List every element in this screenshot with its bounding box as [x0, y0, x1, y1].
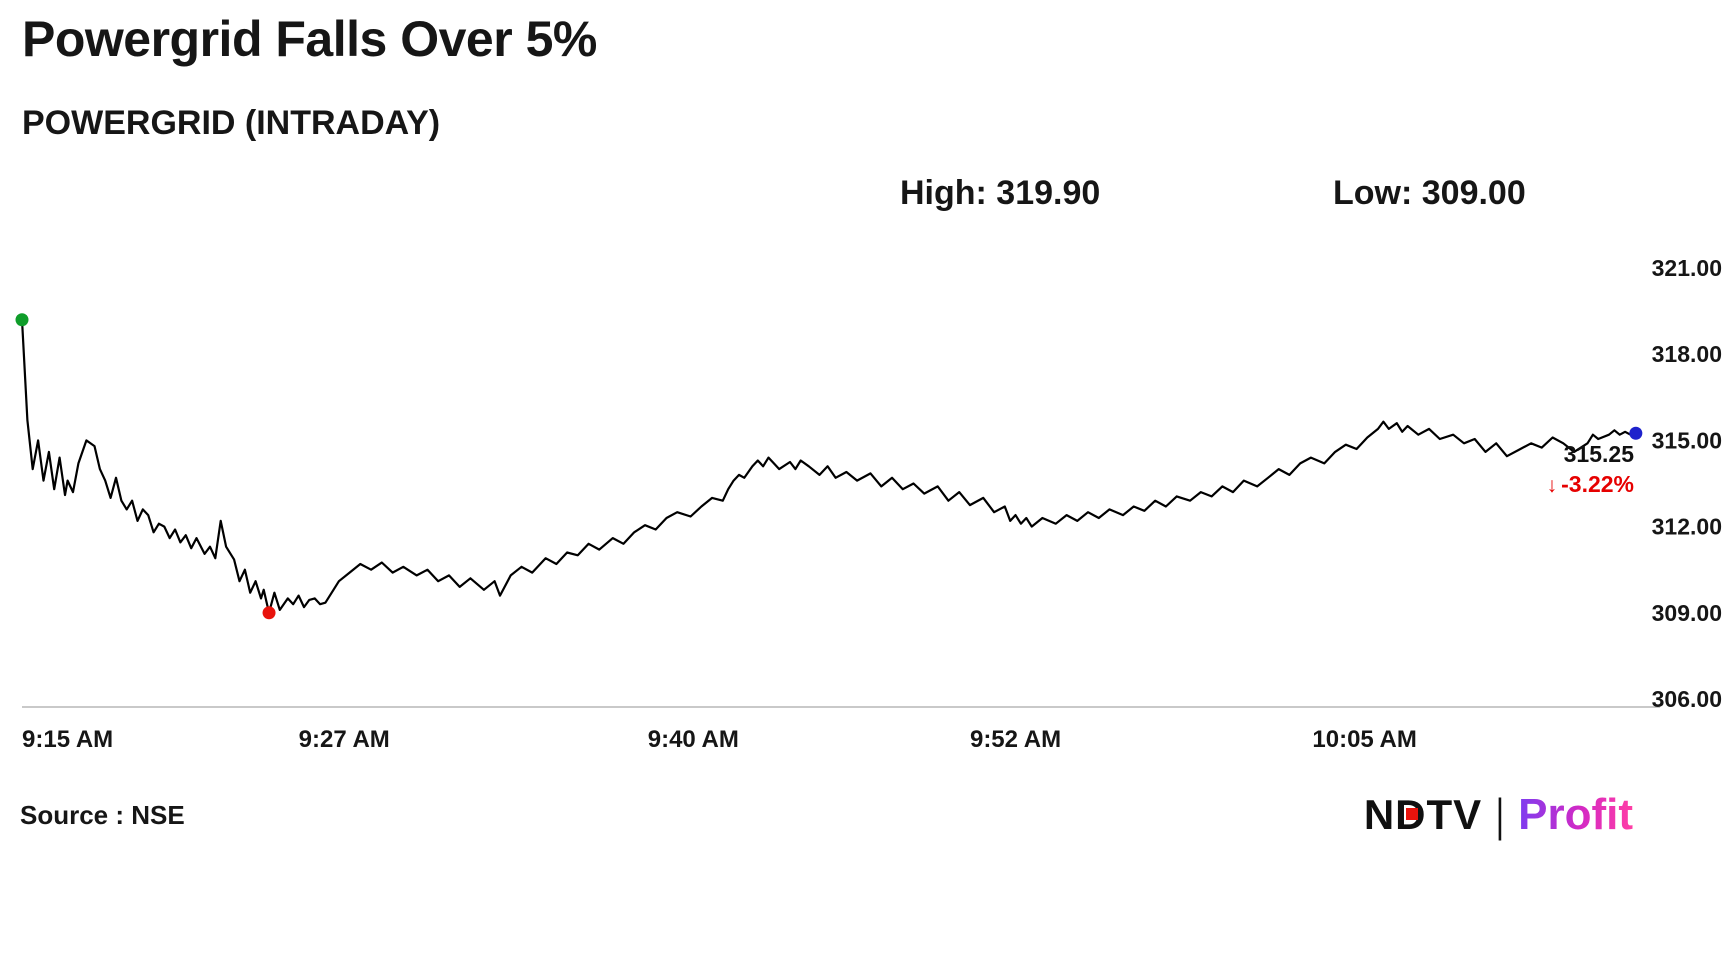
y-tick-label: 312.00 — [1652, 514, 1722, 540]
x-tick-label: 9:15 AM — [22, 726, 113, 753]
y-tick-label: 309.00 — [1652, 600, 1722, 626]
source-attribution: Source : NSE — [20, 800, 185, 830]
x-tick-label: 10:05 AM — [1312, 726, 1416, 753]
ndtv-logo-red-dot-icon — [1405, 808, 1418, 820]
ndtv-wordmark: NDTV — [1363, 791, 1483, 838]
profit-wordmark: Profit — [1518, 790, 1633, 839]
page-title: Powergrid Falls Over 5% — [22, 11, 597, 67]
y-tick-label: 315.00 — [1652, 427, 1722, 453]
open-marker — [15, 313, 29, 327]
down-arrow-icon: ↓ — [1546, 473, 1558, 497]
price-line — [20, 318, 1637, 614]
last-marker — [1629, 426, 1643, 440]
last-price-annotation: 315.25 ↓ -3.22% — [1547, 440, 1634, 500]
low-marker — [262, 606, 276, 620]
ndtv-profit-logo: NDTV | Profit — [1364, 788, 1633, 842]
price-change-percent: -3.22% — [1561, 470, 1634, 497]
y-tick-label: 318.00 — [1652, 341, 1722, 367]
high-value-label: High: 319.90 — [900, 174, 1101, 212]
logo-divider: | — [1495, 789, 1505, 841]
x-tick-label: 9:27 AM — [299, 726, 390, 753]
x-tick-label: 9:40 AM — [648, 726, 739, 753]
price-change-value: ↓ -3.22% — [1547, 470, 1634, 500]
y-tick-label: 306.00 — [1652, 686, 1722, 712]
low-value-label: Low: 309.00 — [1333, 174, 1526, 212]
y-tick-label: 321.00 — [1652, 255, 1722, 281]
ndtv-logo-text: NDTV — [1364, 791, 1482, 839]
last-price-value: 315.25 — [1563, 441, 1634, 467]
chart-subtitle: POWERGRID (INTRADAY) — [22, 104, 441, 142]
x-tick-label: 9:52 AM — [970, 726, 1061, 753]
